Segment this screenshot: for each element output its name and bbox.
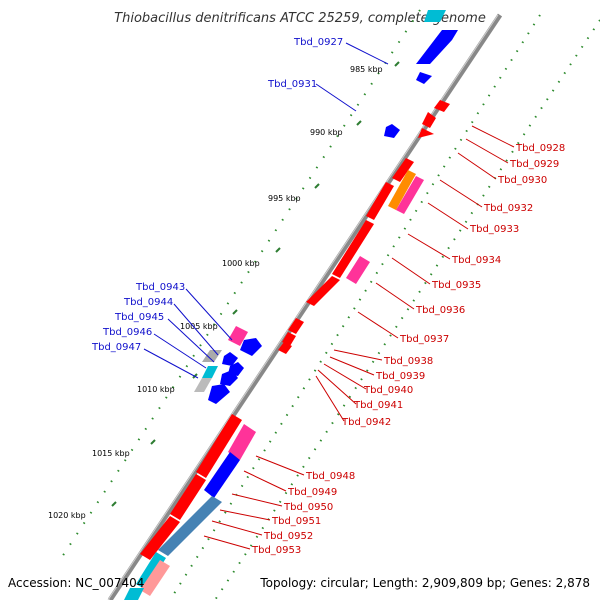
label-tbd0939[interactable]: Tbd_0939 — [375, 371, 425, 382]
label-tbd0950[interactable]: Tbd_0950 — [283, 502, 333, 513]
gene-pink-1005[interactable] — [228, 326, 248, 346]
gene-tbd0932-orange[interactable] — [388, 170, 416, 210]
scale-label-1020: 1020 kbp — [48, 511, 86, 520]
scale-label-1005: 1005 kbp — [180, 322, 218, 331]
gene-tbd0944[interactable] — [222, 352, 238, 366]
label-tbd0949[interactable]: Tbd_0949 — [287, 487, 337, 498]
label-tbd0929[interactable]: Tbd_0929 — [509, 159, 559, 170]
label-tbd0948[interactable]: Tbd_0948 — [305, 471, 355, 482]
inner-dotted-track — [214, 19, 600, 600]
gene-tbd0927[interactable] — [416, 30, 458, 64]
gene-tbd0926-forward[interactable] — [424, 10, 446, 22]
gene-lightpink-bottom[interactable] — [140, 560, 170, 596]
label-tbd0937[interactable]: Tbd_0937 — [399, 334, 449, 345]
label-tbd0941[interactable]: Tbd_0941 — [353, 400, 403, 411]
scale-label-990: 990 kbp — [310, 128, 343, 137]
gene-tbd0949[interactable] — [204, 452, 240, 498]
scale-label-995: 995 kbp — [268, 194, 301, 203]
gene-tbd0938[interactable] — [282, 332, 296, 346]
genome-backbone — [107, 13, 503, 600]
gene-red-1015-a[interactable] — [196, 414, 242, 478]
gene-tbd0935[interactable] — [346, 256, 370, 284]
topology-summary: Topology: circular; Length: 2,909,809 bp… — [259, 576, 590, 590]
label-tbd0932[interactable]: Tbd_0932 — [483, 203, 533, 214]
gene-tbd0930[interactable] — [418, 128, 434, 138]
scale-ticks — [111, 61, 400, 507]
gene-tbd0953[interactable] — [136, 552, 166, 590]
label-tbd0943[interactable]: Tbd_0943 — [135, 282, 185, 293]
forward-strand-genes — [194, 10, 458, 404]
label-tbd0938[interactable]: Tbd_0938 — [383, 356, 433, 367]
scale-label-985: 985 kbp — [350, 65, 383, 74]
label-tbd0934[interactable]: Tbd_0934 — [451, 255, 501, 266]
gene-tbd0943[interactable] — [240, 338, 262, 356]
gene-tbd0927b[interactable] — [416, 72, 432, 84]
reverse-leader-lines — [203, 125, 515, 550]
label-tbd0945[interactable]: Tbd_0945 — [114, 312, 164, 323]
gene-tbd0931[interactable] — [384, 124, 400, 138]
scale-label-1000: 1000 kbp — [222, 259, 260, 268]
label-tbd0952[interactable]: Tbd_0952 — [263, 531, 313, 542]
gene-tbd0939[interactable] — [278, 342, 292, 354]
gene-tbd0948[interactable] — [228, 424, 256, 460]
label-tbd0953[interactable]: Tbd_0953 — [251, 545, 301, 556]
gene-gray-block[interactable] — [202, 350, 222, 362]
label-tbd0936[interactable]: Tbd_0936 — [415, 305, 465, 316]
gene-gray-block-2[interactable] — [194, 378, 212, 392]
forward-leader-lines — [143, 42, 389, 379]
outer-dotted-track — [169, 14, 541, 600]
label-tbd0942[interactable]: Tbd_0942 — [341, 417, 391, 428]
gene-cyan-small[interactable] — [202, 366, 218, 378]
accession-text: Accession: NC_007404 — [8, 576, 144, 590]
label-tbd0947[interactable]: Tbd_0947 — [91, 342, 141, 353]
gene-tbd0937[interactable] — [288, 318, 304, 334]
label-tbd0951[interactable]: Tbd_0951 — [271, 516, 321, 527]
label-tbd0927[interactable]: Tbd_0927 — [293, 37, 343, 48]
gene-tbd0951-steel[interactable] — [158, 496, 222, 556]
map-title: Thiobacillus denitrificans ATCC 25259, c… — [114, 11, 486, 26]
gene-cyan-bottom[interactable] — [124, 588, 144, 600]
left-dotted-track — [59, 9, 421, 561]
gene-tbd0934[interactable] — [366, 182, 394, 220]
gene-tbd0929[interactable] — [422, 112, 436, 128]
label-tbd0935[interactable]: Tbd_0935 — [431, 280, 481, 291]
backbone-highlight — [107, 14, 499, 600]
label-tbd0928[interactable]: Tbd_0928 — [515, 143, 565, 154]
gene-tbd0928[interactable] — [434, 100, 450, 112]
gene-tbd0952[interactable] — [140, 516, 180, 560]
gene-tbd0933[interactable] — [396, 176, 424, 214]
reverse-strand-genes — [124, 100, 450, 600]
label-tbd0940[interactable]: Tbd_0940 — [363, 385, 413, 396]
scale-label-1015: 1015 kbp — [92, 449, 130, 458]
label-tbd0931[interactable]: Tbd_0931 — [267, 79, 317, 90]
label-tbd0944[interactable]: Tbd_0944 — [123, 297, 173, 308]
label-tbd0930[interactable]: Tbd_0930 — [497, 175, 547, 186]
gene-tbd0946[interactable] — [220, 370, 238, 386]
label-tbd0933[interactable]: Tbd_0933 — [469, 224, 519, 235]
gene-tbd0934b[interactable] — [332, 220, 374, 278]
scale-label-1010: 1010 kbp — [137, 385, 175, 394]
label-tbd0946[interactable]: Tbd_0946 — [102, 327, 152, 338]
gene-tbd0950[interactable] — [170, 474, 206, 520]
gene-tbd0947[interactable] — [208, 384, 230, 404]
gene-tbd0932-red[interactable] — [392, 158, 414, 182]
gene-tbd0936[interactable] — [306, 276, 340, 306]
